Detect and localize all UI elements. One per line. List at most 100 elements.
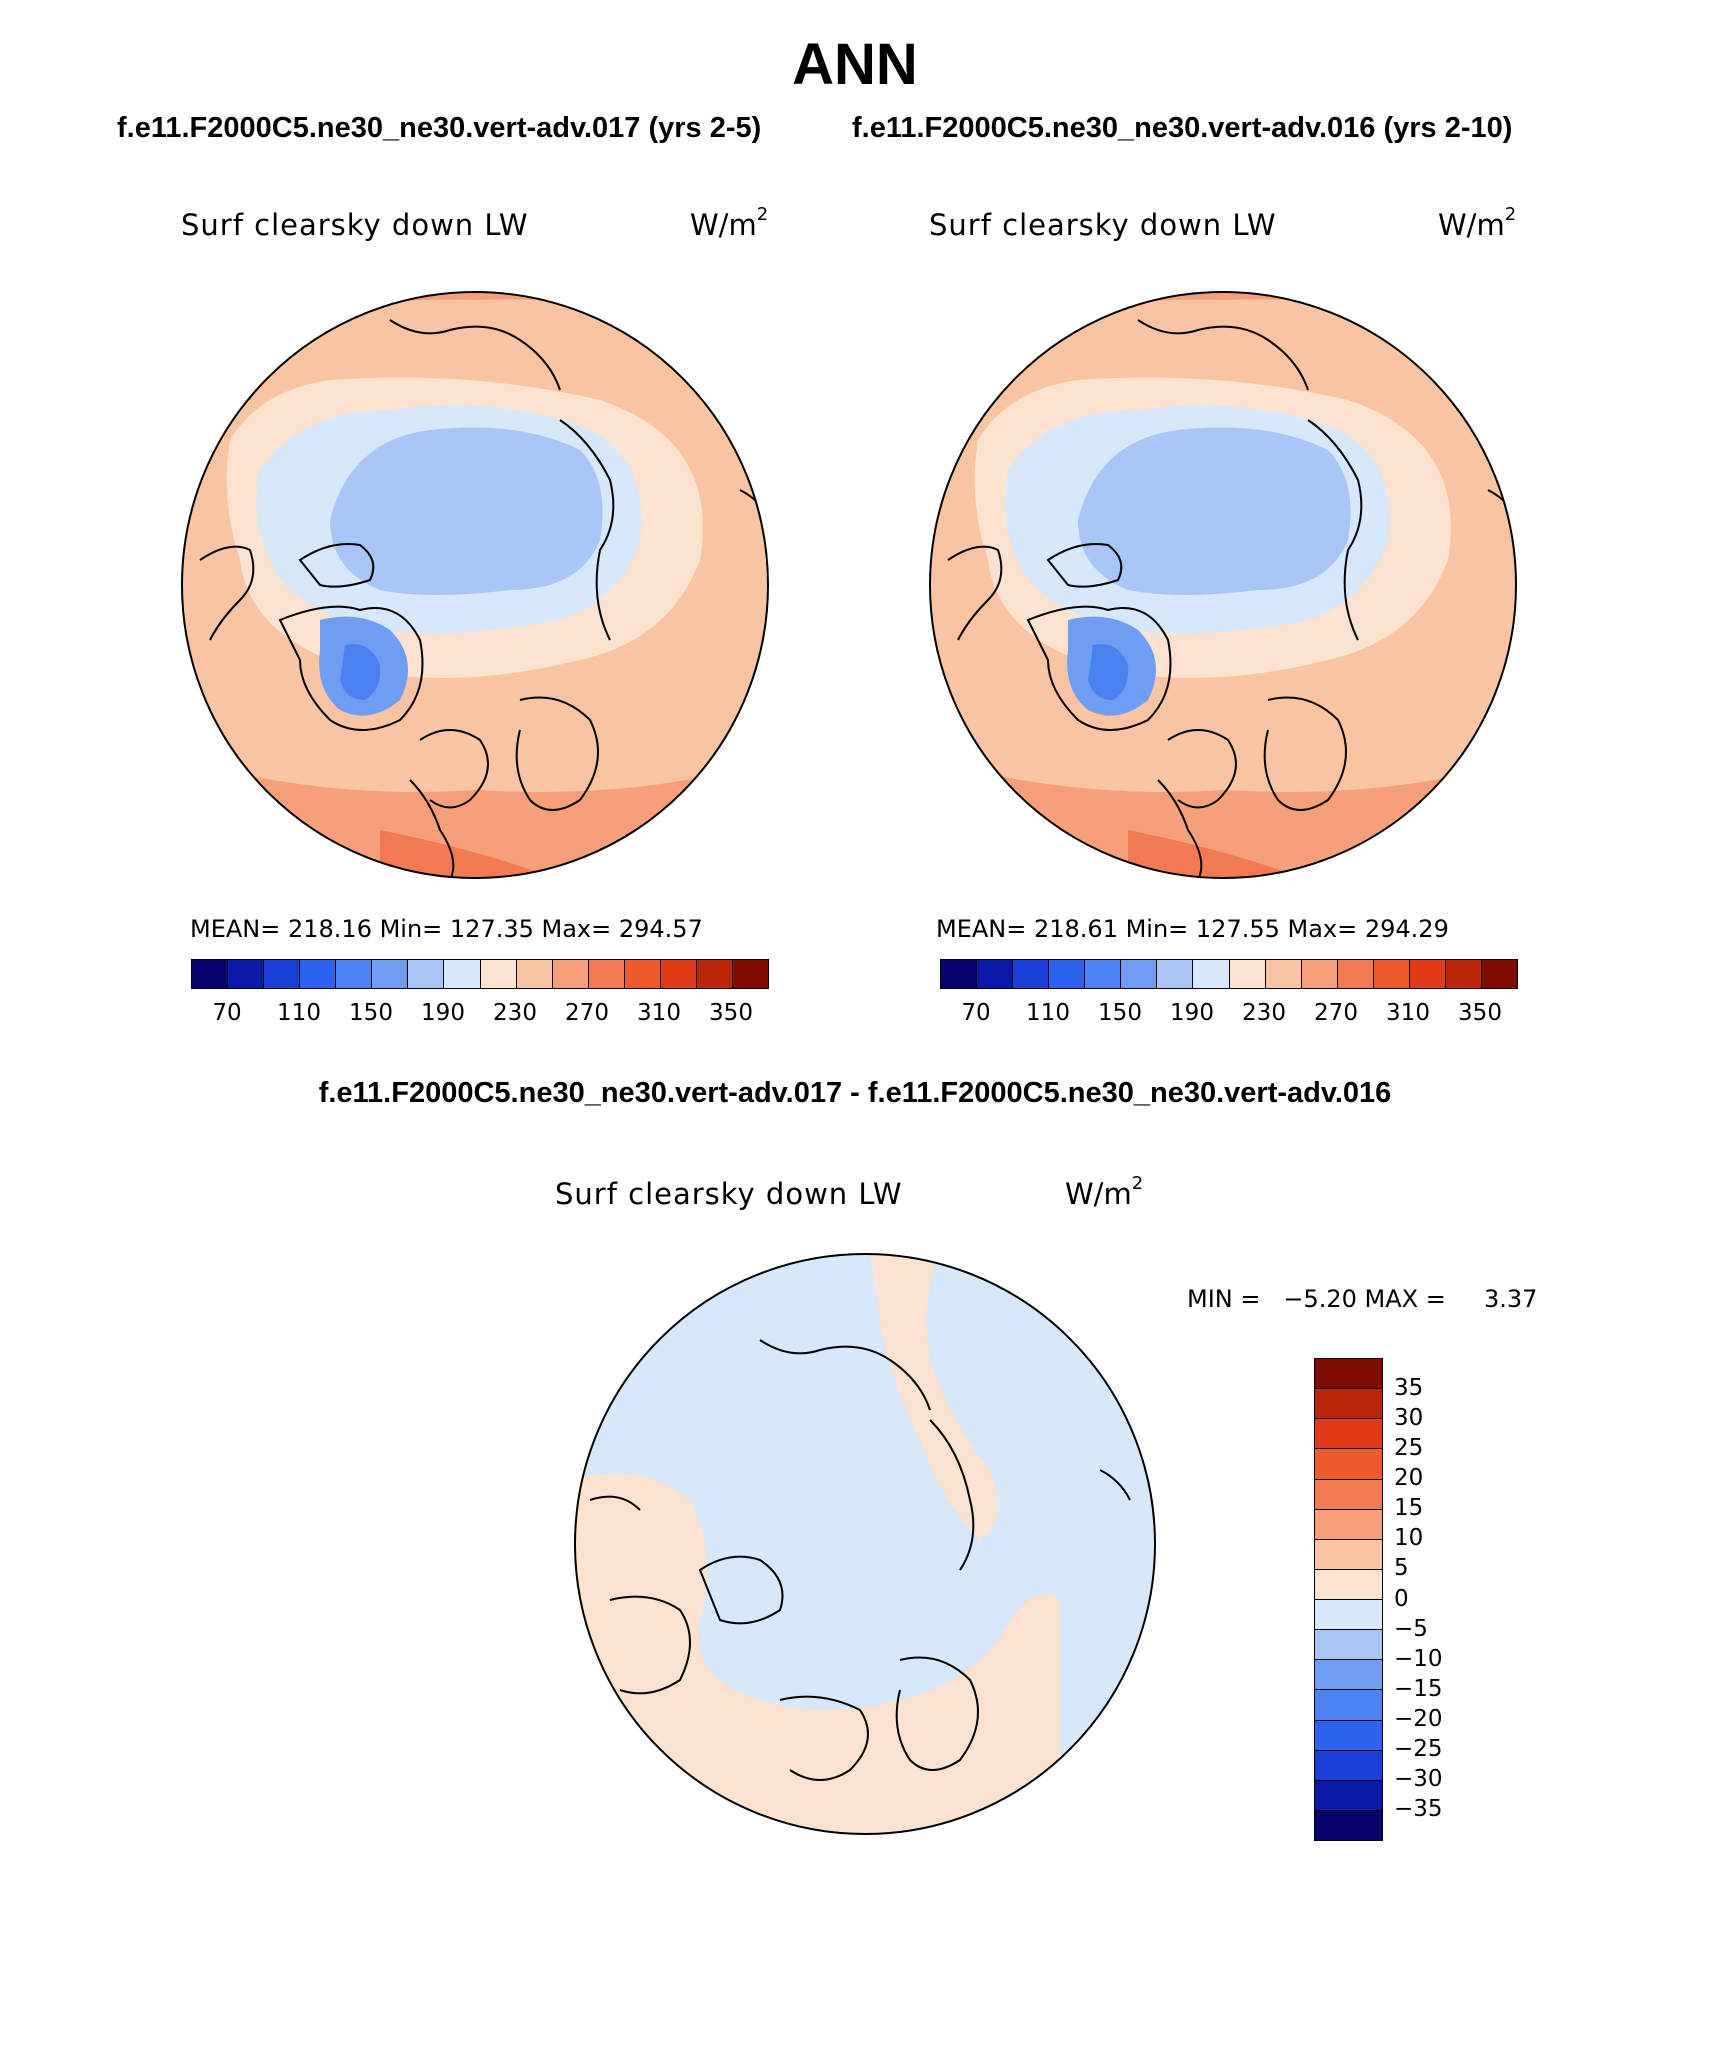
- colorbar-swatch: [1315, 1479, 1382, 1510]
- colorbar-swatch: [1315, 1720, 1382, 1751]
- colorbar-swatch: [1315, 1509, 1382, 1540]
- colorbar-tick-label: 230: [1242, 1000, 1286, 1026]
- colorbar-swatch: [1229, 960, 1266, 988]
- colorbar-swatch: [1315, 1750, 1382, 1781]
- colorbar-swatch: [1315, 1780, 1382, 1811]
- panel3-variable-label: Surf clearsky down LW: [555, 1177, 903, 1211]
- panel1-unit: W/m2: [690, 204, 769, 242]
- colorbar-swatch: [408, 960, 445, 988]
- colorbar-swatch: [1315, 1389, 1382, 1420]
- colorbar-swatch: [1315, 1810, 1382, 1840]
- colorbar-tick-label: −5: [1394, 1615, 1428, 1642]
- colorbar-swatch: [372, 960, 409, 988]
- colorbar-tick-label: 110: [1026, 1000, 1070, 1026]
- colorbar-swatch: [1315, 1569, 1382, 1600]
- case-right-title: f.e11.F2000C5.ne30_ne30.vert-adv.016 (yr…: [852, 112, 1513, 144]
- colorbar-swatch: [977, 960, 1014, 988]
- colorbar-swatch: [696, 960, 733, 988]
- field-atlantic-warm: [380, 830, 560, 878]
- panel3-stats: MIN = −5.20 MAX = 3.37: [1187, 1285, 1538, 1313]
- colorbar-tick-label: 30: [1394, 1405, 1424, 1432]
- panel2-colorbar-labels: 70 110 150 190 230 270 310 350: [940, 1000, 1516, 1030]
- map3-boundary: [574, 1253, 1156, 1835]
- colorbar-tick-label: 270: [1314, 1000, 1358, 1026]
- colorbar-swatch: [624, 960, 661, 988]
- map2-boundary: [929, 291, 1517, 879]
- colorbar-swatch: [552, 960, 589, 988]
- colorbar-swatch: [516, 960, 553, 988]
- field-eurasia-positive: [575, 1473, 1060, 1834]
- colorbar-tick-label: 310: [1386, 1000, 1430, 1026]
- panel3-colorbar: [1314, 1358, 1383, 1841]
- colorbar-swatch: [1301, 960, 1338, 988]
- colorbar-swatch: [1121, 960, 1158, 988]
- panel1-colorbar-labels: 70 110 150 190 230 270 310 350: [191, 1000, 767, 1030]
- colorbar-swatch: [660, 960, 697, 988]
- colorbar-tick-label: 0: [1394, 1585, 1409, 1612]
- map3-coastlines: [589, 1339, 1131, 1781]
- case-left-title: f.e11.F2000C5.ne30_ne30.vert-adv.017 (yr…: [117, 112, 762, 144]
- field-siberia-positive: [870, 1254, 998, 1540]
- colorbar-swatch: [1315, 1449, 1382, 1480]
- colorbar-swatch: [1409, 960, 1446, 988]
- colorbar-tick-label: 190: [1170, 1000, 1214, 1026]
- colorbar-tick-label: −25: [1394, 1735, 1443, 1762]
- colorbar-tick-label: 20: [1394, 1465, 1424, 1492]
- colorbar-tick-label: 35: [1394, 1375, 1424, 1402]
- colorbar-swatch: [1049, 960, 1086, 988]
- colorbar-swatch: [732, 960, 768, 988]
- colorbar-swatch: [1315, 1539, 1382, 1570]
- colorbar-swatch: [941, 960, 978, 988]
- map-panel-2: [930, 292, 1516, 878]
- colorbar-tick-label: −10: [1394, 1645, 1443, 1672]
- panel3-unit: W/m2: [1065, 1173, 1144, 1211]
- panel1-stats: MEAN= 218.16 Min= 127.35 Max= 294.57: [190, 915, 703, 943]
- panel2-stats: MEAN= 218.61 Min= 127.55 Max= 294.29: [936, 915, 1449, 943]
- map-panel-1: [182, 292, 768, 878]
- colorbar-swatch: [336, 960, 373, 988]
- panel1-variable-label: Surf clearsky down LW: [181, 208, 529, 242]
- colorbar-swatch: [444, 960, 481, 988]
- colorbar-swatch: [588, 960, 625, 988]
- colorbar-swatch: [1085, 960, 1122, 988]
- colorbar-tick-label: −30: [1394, 1765, 1443, 1792]
- colorbar-tick-label: 350: [1458, 1000, 1502, 1026]
- panel1-colorbar: [191, 959, 769, 989]
- colorbar-tick-label: 270: [565, 1000, 609, 1026]
- colorbar-swatch: [1315, 1359, 1382, 1390]
- colorbar-tick-label: 350: [709, 1000, 753, 1026]
- colorbar-swatch: [1157, 960, 1194, 988]
- colorbar-swatch: [1193, 960, 1230, 988]
- map2-coastlines: [947, 319, 1516, 878]
- colorbar-tick-label: 150: [349, 1000, 393, 1026]
- figure-title: ANN: [792, 32, 918, 97]
- colorbar-tick-label: 5: [1394, 1555, 1409, 1582]
- colorbar-swatch: [1013, 960, 1050, 988]
- panel3-colorbar-labels: 35 30 25 20 15 10 5 0 −5 −10 −15 −20 −25 −30 −35: [1394, 1358, 1484, 1839]
- field-arctic-ocean: [330, 427, 603, 595]
- colorbar-tick-label: 230: [493, 1000, 537, 1026]
- colorbar-swatch: [1315, 1419, 1382, 1450]
- colorbar-swatch: [1315, 1630, 1382, 1661]
- colorbar-swatch: [1373, 960, 1410, 988]
- map-panel-3: [575, 1254, 1155, 1834]
- colorbar-tick-label: 10: [1394, 1525, 1424, 1552]
- colorbar-tick-label: −20: [1394, 1705, 1443, 1732]
- colorbar-tick-label: 110: [277, 1000, 321, 1026]
- colorbar-swatch: [1481, 960, 1517, 988]
- colorbar-swatch: [1315, 1690, 1382, 1721]
- colorbar-tick-label: 15: [1394, 1495, 1424, 1522]
- panel2-colorbar: [940, 959, 1518, 989]
- colorbar-swatch: [1315, 1600, 1382, 1631]
- case-diff-title: f.e11.F2000C5.ne30_ne30.vert-adv.017 - f…: [318, 1077, 1392, 1109]
- colorbar-tick-label: 190: [421, 1000, 465, 1026]
- colorbar-tick-label: 70: [961, 1000, 991, 1026]
- colorbar-swatch: [1315, 1660, 1382, 1691]
- colorbar-swatch: [300, 960, 337, 988]
- colorbar-tick-label: 310: [637, 1000, 681, 1026]
- colorbar-tick-label: −35: [1394, 1795, 1443, 1822]
- colorbar-swatch: [480, 960, 517, 988]
- colorbar-tick-label: −15: [1394, 1675, 1443, 1702]
- colorbar-swatch: [1337, 960, 1374, 988]
